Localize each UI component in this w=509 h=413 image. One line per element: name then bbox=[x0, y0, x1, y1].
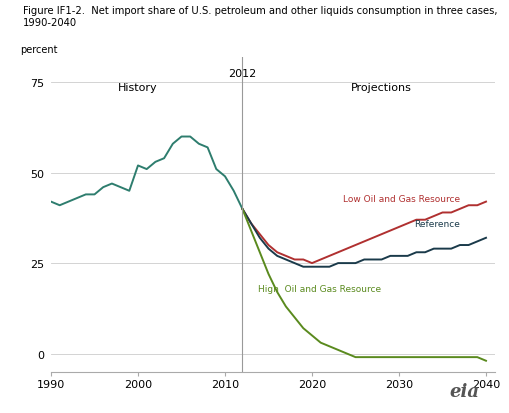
Text: Figure IF1-2.  Net import share of U.S. petroleum and other liquids consumption : Figure IF1-2. Net import share of U.S. p… bbox=[23, 6, 496, 28]
Text: History: History bbox=[118, 82, 157, 92]
Text: 2012: 2012 bbox=[228, 69, 256, 78]
Text: Projections: Projections bbox=[351, 82, 411, 92]
Text: High  Oil and Gas Resource: High Oil and Gas Resource bbox=[258, 284, 381, 293]
Text: Reference: Reference bbox=[413, 219, 459, 228]
Text: percent: percent bbox=[20, 45, 58, 55]
Text: Low Oil and Gas Resource: Low Oil and Gas Resource bbox=[342, 194, 459, 203]
Text: eia: eia bbox=[448, 382, 478, 401]
